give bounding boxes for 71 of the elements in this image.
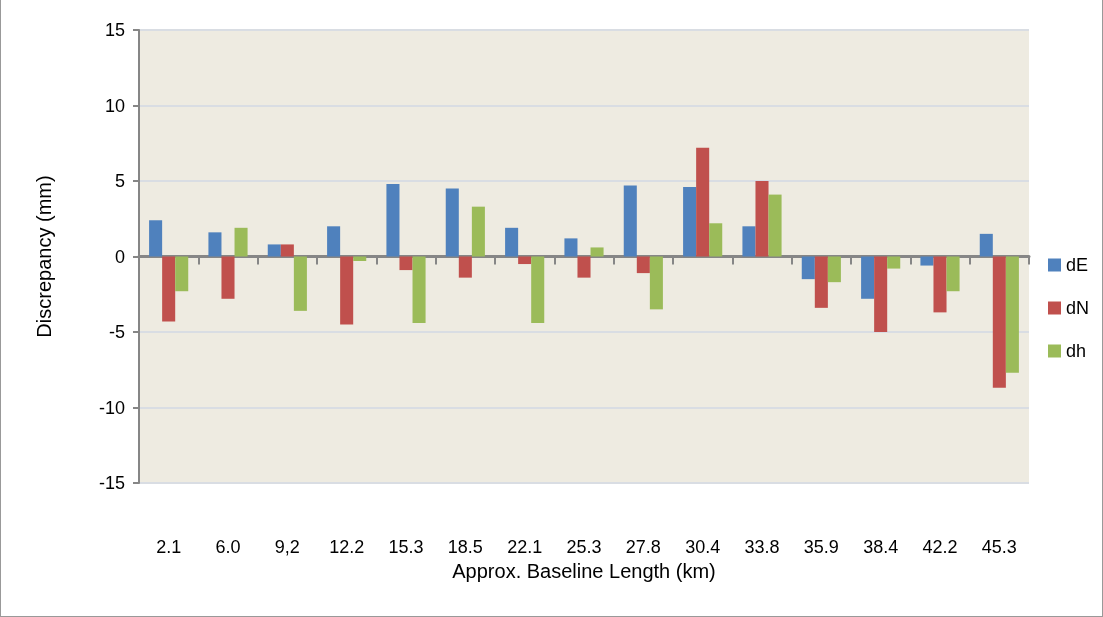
y-tick-label: 15 (104, 20, 125, 40)
bar (234, 227, 248, 257)
bar (623, 185, 637, 257)
bar (683, 187, 697, 257)
bar (742, 226, 756, 257)
x-tick-label: 33.8 (744, 537, 780, 557)
bar (208, 232, 222, 257)
bar (696, 147, 710, 257)
bar (577, 256, 591, 278)
bar (992, 256, 1006, 388)
bar (827, 256, 841, 283)
bar (505, 227, 519, 257)
bar (340, 256, 354, 325)
x-tick-label: 6.0 (215, 537, 241, 557)
bar (636, 256, 650, 274)
bar (386, 184, 400, 257)
bar (531, 256, 545, 323)
bar (458, 256, 472, 278)
bar (327, 226, 341, 257)
x-tick-label: 45.3 (981, 537, 1017, 557)
bar (175, 256, 189, 292)
y-tick-label: -5 (108, 322, 125, 342)
bar (590, 247, 604, 257)
bar (801, 256, 815, 280)
x-tick-label: 2.1 (156, 537, 182, 557)
y-axis-title: Discrepancy (mm) (33, 175, 55, 338)
bar (267, 244, 281, 257)
bar (946, 256, 960, 292)
bar (149, 220, 163, 257)
bar (445, 188, 459, 257)
legend-label: dE (1065, 255, 1089, 275)
legend-label: dN (1065, 298, 1090, 318)
bar (755, 181, 769, 257)
x-tick-label: 42.2 (922, 537, 958, 557)
bar (979, 233, 993, 257)
bar (768, 194, 782, 257)
y-tick-label: -15 (98, 473, 125, 493)
y-tick-label: 0 (114, 246, 125, 267)
bar (887, 256, 901, 269)
bar (471, 206, 485, 257)
bar (933, 256, 947, 313)
bar (874, 256, 888, 332)
bar (814, 256, 828, 308)
x-tick-label: 25.3 (566, 537, 602, 557)
bar (861, 256, 875, 299)
y-tick-label: -10 (98, 397, 125, 418)
bar (649, 256, 663, 310)
x-tick-label: 27.8 (625, 537, 661, 557)
x-tick-label: 38.4 (863, 537, 899, 557)
bar (280, 244, 294, 257)
bar (920, 256, 934, 266)
bar (564, 238, 578, 257)
y-tick-label: 5 (114, 171, 125, 191)
bar (412, 256, 426, 323)
bar (162, 256, 176, 322)
bar (518, 256, 532, 265)
x-axis-title: Approx. Baseline Length (km) (452, 559, 716, 582)
x-tick-label: 15.3 (388, 537, 424, 557)
x-tick-label: 30.4 (685, 537, 721, 557)
x-tick-label: 35.9 (803, 537, 839, 557)
bar (293, 256, 307, 311)
x-tick-label: 9,2 (274, 537, 300, 557)
y-tick-label: 10 (104, 95, 125, 116)
bar (1005, 256, 1019, 373)
bar (709, 223, 723, 257)
bar (399, 256, 413, 271)
x-tick-label: 22.1 (507, 537, 543, 557)
x-tick-label: 12.2 (329, 537, 365, 557)
legend-label: dh (1065, 341, 1087, 361)
bar (221, 256, 235, 299)
x-tick-label: 18.5 (447, 537, 483, 557)
